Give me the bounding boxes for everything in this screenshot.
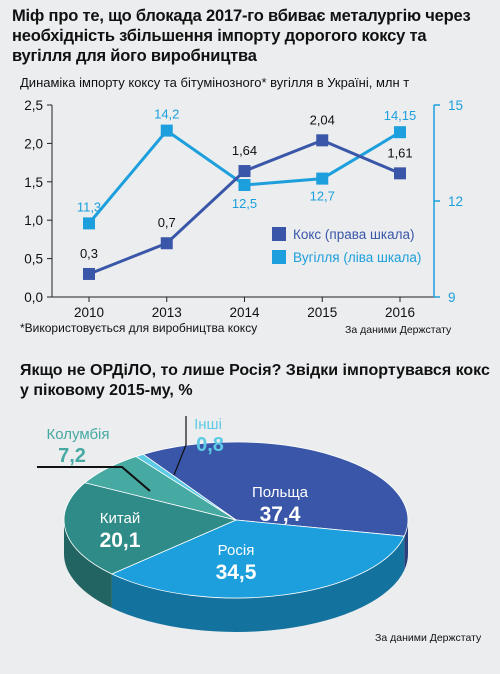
footnote: *Використовується для виробництва коксу (20, 321, 258, 335)
pie-side-rosiia (111, 536, 405, 632)
point-vuhillia (394, 126, 406, 139)
right-tick-label: 15 (448, 98, 463, 113)
pie-side-polshcha (404, 520, 408, 571)
point-vuhillia (238, 179, 251, 191)
leader-line-inshi (173, 416, 187, 476)
left-tick-label: 0,0 (24, 290, 43, 305)
left-tick-label: 1,0 (24, 213, 43, 228)
left-tick-label: 0,5 (24, 252, 43, 267)
pie-value-rosiia: 34,5 (216, 561, 257, 584)
line-chart-source: За даними Держстату (345, 324, 452, 336)
pie-slice-inshi (135, 453, 237, 521)
point-vuhillia (160, 124, 173, 137)
pie-name-kytai: Китай (100, 510, 141, 527)
x-tick-label: 2015 (307, 305, 337, 320)
line-chart: 0,0 0,5 1,0 1,5 2,0 2,5 9 12 15 2010 2013 2014 2015 2… (24, 98, 463, 320)
left-tick-label: 1,5 (24, 175, 43, 190)
point-koks (160, 237, 173, 250)
legend-swatch-koks (272, 227, 286, 241)
legend-label-koks: Кокс (права шкала) (293, 227, 414, 242)
data-label-koks: 0,7 (158, 215, 176, 230)
point-vuhillia (316, 172, 329, 185)
data-label-koks: 0,3 (80, 246, 98, 261)
legend-swatch-vuhillia (272, 250, 286, 264)
point-koks (83, 267, 95, 280)
right-tick-label: 12 (448, 194, 463, 209)
data-label-vuhillia: 12,7 (310, 189, 335, 204)
x-tick-label: 2010 (74, 305, 104, 320)
data-label-vuhillia: 12,5 (232, 196, 257, 211)
data-label-koks: 1,61 (387, 145, 412, 160)
headline: Міф про те, що блокада 2017-го вбиває ме… (12, 7, 471, 65)
pie-slice-polshcha (142, 441, 409, 537)
pie-name-kolumbiia: Колумбія (46, 426, 109, 443)
pie-side-kytai (64, 520, 112, 609)
pie-name-inshi: Інші (194, 416, 222, 433)
pie-slice-rosiia (110, 519, 405, 599)
point-koks (394, 167, 406, 180)
point-koks (316, 134, 329, 147)
pie-name-rosiia: Росія (218, 542, 255, 559)
point-vuhillia (83, 217, 95, 230)
pie-chart-source: За даними Держстату (375, 632, 482, 644)
pie-slice-kytai (63, 482, 238, 575)
x-tick-label: 2014 (229, 305, 260, 320)
legend-label-vuhillia: Вугілля (ліва шкала) (293, 250, 421, 265)
x-tick-label: 2013 (152, 305, 182, 320)
pie-name-polshcha: Польща (252, 484, 309, 501)
left-tick-label: 2,0 (24, 136, 43, 151)
left-tick-label: 2,5 (24, 98, 43, 113)
pie-value-kolumbiia: 7,2 (58, 445, 86, 467)
x-tick-label: 2016 (385, 305, 415, 320)
line-chart-subtitle: Динаміка імпорту коксу та бітумінозного*… (20, 75, 410, 90)
data-label-koks: 1,64 (232, 143, 257, 158)
point-koks (238, 165, 251, 178)
data-label-vuhillia: 11,3 (77, 199, 101, 214)
leader-line-kolumbiia (37, 466, 151, 492)
pie-value-inshi: 0,8 (196, 434, 224, 456)
pie-value-kytai: 20,1 (100, 529, 141, 552)
data-label-koks: 2,04 (310, 112, 335, 127)
pie-chart-title: Якщо не ОРДіЛО, то лише Росія? Звідки ім… (20, 362, 490, 399)
data-label-vuhillia: 14,15 (384, 108, 417, 123)
right-tick-label: 9 (448, 290, 456, 305)
pie-value-polshcha: 37,4 (260, 503, 301, 526)
data-label-vuhillia: 14,2 (154, 107, 179, 122)
pie-chart: Польща 37,4 Росія 34,5 Китай 20,1 Колумбія 7,2 І… (37, 416, 409, 632)
